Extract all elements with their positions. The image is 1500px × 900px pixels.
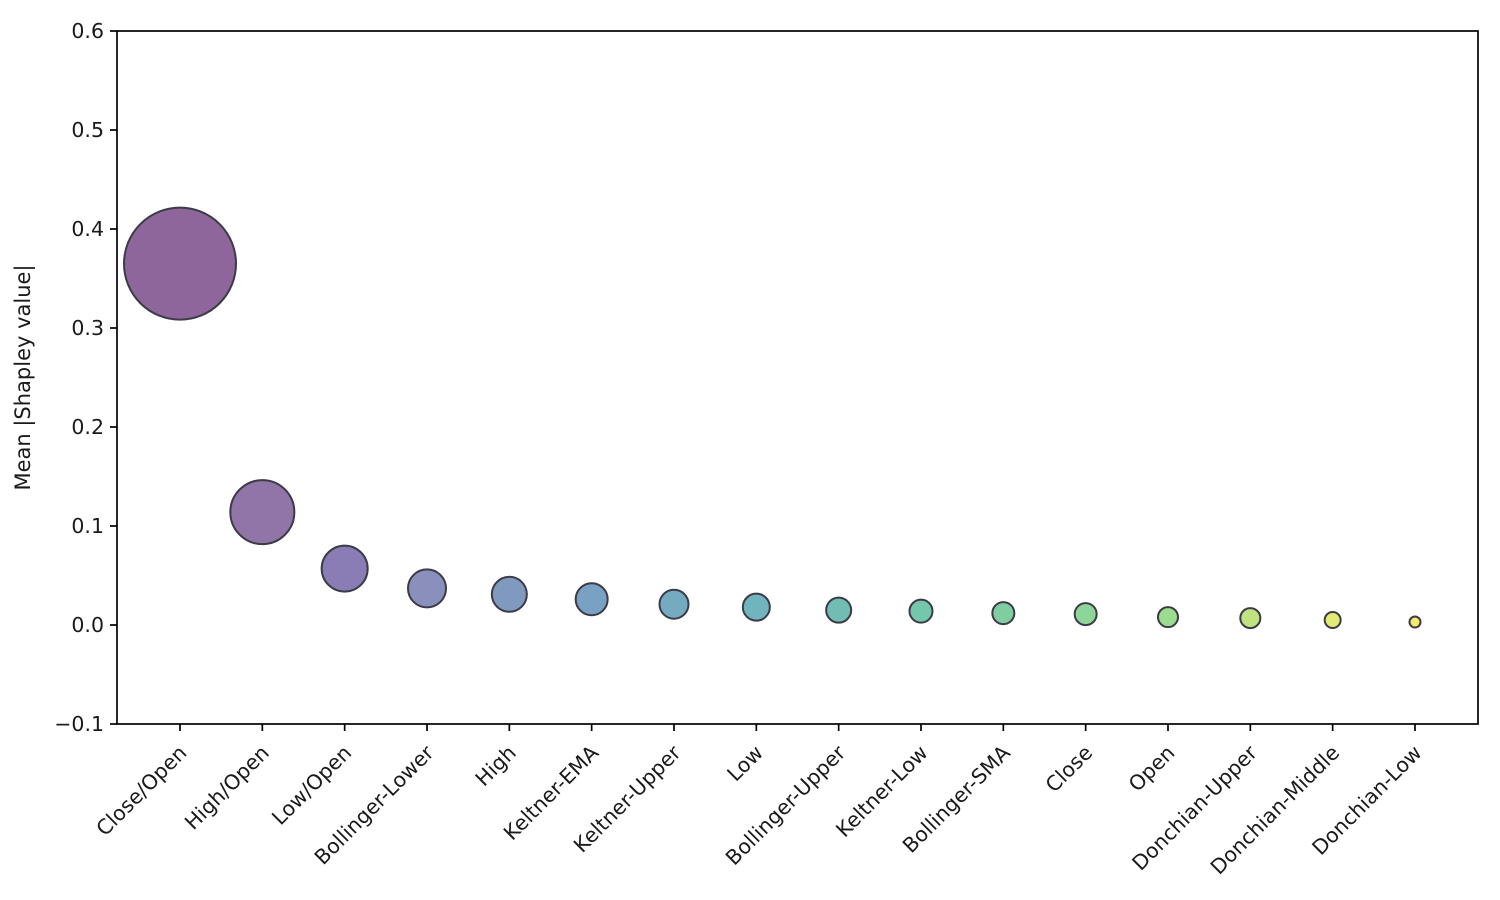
x-tick-label: Close — [1041, 741, 1097, 797]
bubble-low — [741, 592, 771, 622]
y-tick-label: 0.6 — [71, 19, 104, 43]
bubble-open — [1156, 606, 1179, 629]
x-tick-label: Low — [722, 741, 768, 787]
x-tick-label: Low/Open — [267, 741, 356, 830]
bubble-close-open — [123, 206, 237, 321]
x-tick-label: Open — [1124, 741, 1180, 797]
y-tick-label: 0.1 — [71, 514, 104, 538]
bubble-bollinger-lower — [406, 568, 447, 609]
bubble-close — [1073, 602, 1098, 627]
x-tick-label: High — [471, 741, 521, 791]
bubble-donchian-middle — [1323, 611, 1342, 630]
bubble-high-open — [229, 479, 296, 546]
y-tick-label: 0.3 — [71, 316, 104, 340]
bubble-low-open — [320, 544, 369, 593]
y-tick-label: 0.2 — [71, 415, 104, 439]
x-tick-label: High/Open — [180, 741, 274, 835]
bubble-donchian-upper — [1239, 607, 1262, 630]
y-axis-label: Mean |Shapley value| — [11, 264, 36, 490]
y-tick-label: −0.1 — [54, 712, 104, 736]
bubble-high — [490, 575, 528, 613]
y-tick-label: 0.4 — [71, 217, 104, 241]
y-tick-label: 0.5 — [71, 118, 104, 142]
plot-frame — [116, 30, 1479, 725]
bubble-keltner-low — [908, 598, 934, 624]
bubble-bollinger-sma — [991, 601, 1016, 626]
bubble-donchian-low — [1408, 615, 1422, 629]
bubble-keltner-ema — [574, 582, 609, 617]
x-tick-label: Close/Open — [91, 741, 191, 841]
bubble-keltner-upper — [658, 588, 690, 620]
y-tick-label: 0.0 — [71, 613, 104, 637]
bubble-bollinger-upper — [825, 596, 853, 624]
